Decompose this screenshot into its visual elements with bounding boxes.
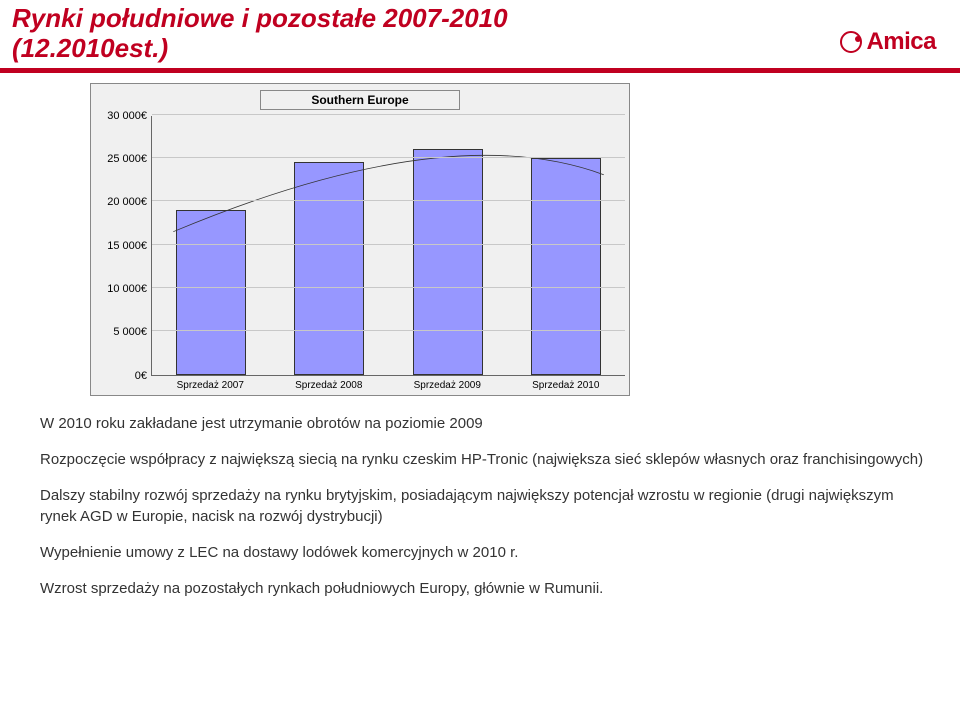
bars-container bbox=[152, 116, 625, 375]
page-title: Rynki południowe i pozostałe 2007-2010 (… bbox=[12, 4, 948, 64]
y-tick-label: 5 000€ bbox=[113, 326, 147, 338]
bullet-item: Rozpoczęcie współpracy z największą siec… bbox=[40, 450, 924, 470]
bullet-item: Wzrost sprzedaży na pozostałych rynkach … bbox=[40, 579, 924, 599]
y-tick-label: 25 000€ bbox=[107, 153, 147, 165]
title-line-2: (12.2010est.) bbox=[12, 33, 168, 63]
gridline bbox=[152, 157, 625, 158]
bar bbox=[531, 158, 601, 375]
y-tick-label: 0€ bbox=[135, 370, 147, 382]
y-axis: 0€5 000€10 000€15 000€20 000€25 000€30 0… bbox=[95, 116, 151, 376]
title-bar: Rynki południowe i pozostałe 2007-2010 (… bbox=[0, 0, 960, 66]
y-tick-label: 20 000€ bbox=[107, 196, 147, 208]
y-tick-label: 15 000€ bbox=[107, 240, 147, 252]
gridline bbox=[152, 114, 625, 115]
bullet-item: Wypełnienie umowy z LEC na dostawy lodów… bbox=[40, 543, 924, 563]
x-tick-label: Sprzedaż 2008 bbox=[294, 380, 364, 391]
x-tick-label: Sprzedaż 2010 bbox=[531, 380, 601, 391]
plot-area bbox=[151, 116, 625, 376]
x-tick-label: Sprzedaż 2007 bbox=[175, 380, 245, 391]
gridline bbox=[152, 244, 625, 245]
y-tick-label: 10 000€ bbox=[107, 283, 147, 295]
gridline bbox=[152, 330, 625, 331]
bullet-item: W 2010 roku zakładane jest utrzymanie ob… bbox=[40, 414, 924, 434]
content-area: Southern Europe 0€ 5 000€ 10 000€ 15 000€ 20… bbox=[0, 73, 960, 600]
bar bbox=[176, 210, 246, 375]
southern-europe-chart: Southern Europe 0€ 5 000€ 10 000€ 15 000€ 20… bbox=[90, 83, 630, 396]
bar bbox=[294, 162, 364, 374]
chart-plot: 0€5 000€10 000€15 000€20 000€25 000€30 0… bbox=[95, 116, 625, 376]
brand-logo: Amica bbox=[840, 28, 936, 56]
bullet-item: Dalszy stabilny rozwój sprzedaży na rynk… bbox=[40, 486, 924, 527]
x-axis: Sprzedaż 2007 Sprzedaż 2008 Sprzedaż 2009 S… bbox=[95, 376, 625, 391]
chart-title: Southern Europe bbox=[260, 90, 460, 110]
x-tick-label: Sprzedaż 2009 bbox=[412, 380, 482, 391]
bar bbox=[413, 149, 483, 374]
logo-icon bbox=[840, 31, 862, 53]
gridline bbox=[152, 287, 625, 288]
title-line-1: Rynki południowe i pozostałe 2007-2010 bbox=[12, 3, 508, 33]
y-tick-label: 30 000€ bbox=[107, 110, 147, 122]
bullet-list: W 2010 roku zakładane jest utrzymanie ob… bbox=[40, 414, 924, 600]
gridline bbox=[152, 200, 625, 201]
logo-text: Amica bbox=[866, 28, 936, 56]
